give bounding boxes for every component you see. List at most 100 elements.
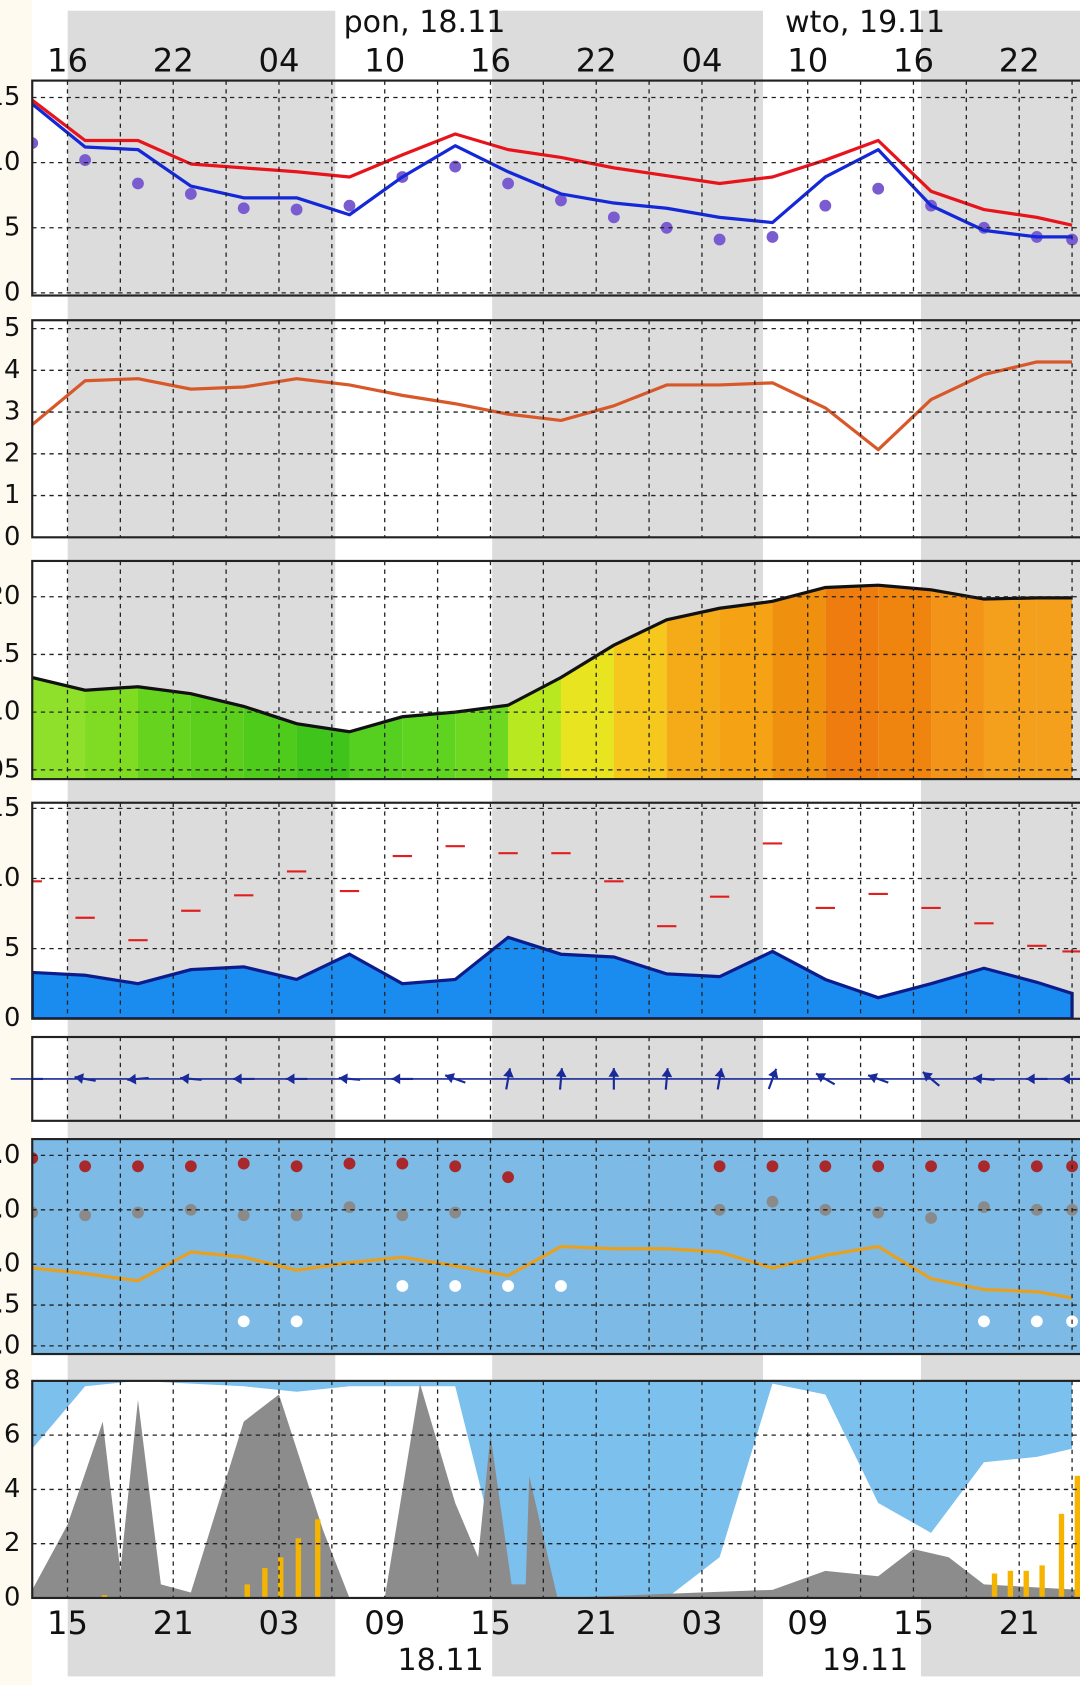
dot (502, 1171, 515, 1184)
area-segment (85, 686, 138, 780)
dot (237, 1157, 250, 1170)
bottom-tick-label: 15 (470, 1604, 511, 1642)
y-tick-label: 2 (4, 1528, 20, 1558)
y-tick-label: 6 (4, 1420, 20, 1450)
dot (79, 1160, 92, 1173)
dot (237, 1209, 250, 1222)
line (32, 98, 1073, 227)
dot (184, 188, 197, 200)
y-tick-label: 4.0 (0, 1249, 20, 1279)
bar (991, 1573, 998, 1598)
dot (132, 177, 144, 190)
dot (766, 1160, 779, 1173)
date-label: wto, 19.11 (785, 5, 945, 40)
area-segment (983, 597, 1037, 780)
area-segment (772, 587, 826, 780)
y-tick-label: 8.0 (0, 1140, 20, 1170)
dot (449, 1160, 462, 1173)
area-segment (137, 686, 191, 780)
plot-area (32, 842, 1080, 1019)
area-segment (931, 589, 984, 780)
arrow-head (768, 1068, 779, 1079)
bar (244, 1584, 250, 1598)
plot-area (32, 98, 1078, 246)
top-tick-label: 22 (153, 41, 194, 79)
dot (343, 1157, 356, 1170)
top-tick-label: 22 (576, 41, 617, 79)
dot (132, 1160, 144, 1173)
y-tick-label: 1.0 (0, 1330, 20, 1360)
y-tick-label: 2.5 (0, 1290, 20, 1320)
dot (978, 1315, 990, 1328)
y-tick-label: 3 (4, 397, 20, 427)
arrow-head (555, 1068, 567, 1078)
dot (449, 1280, 462, 1292)
y-tick-label: 1005 (0, 754, 20, 784)
y-tick-label: 4 (4, 355, 20, 385)
y-tick-label: 15 (0, 793, 20, 823)
bottom-tick-label: 21 (153, 1604, 194, 1642)
y-tick-label: 1 (4, 480, 20, 510)
panel: 0 1 2 3 4 5 (4, 313, 1080, 552)
y-tick-label: 1010 (0, 697, 20, 727)
area-segment (613, 619, 667, 780)
date-label: pon, 18.11 (344, 5, 506, 40)
dot (555, 1280, 567, 1292)
panel-border (31, 801, 1080, 1020)
dot (79, 154, 92, 166)
area-segment (455, 705, 509, 780)
bottom-tick-label: 21 (576, 1604, 617, 1642)
bottom-tick-label: 03 (258, 1604, 299, 1642)
top-tick-label: 16 (47, 41, 88, 79)
dot (79, 1209, 92, 1222)
area-segment (190, 693, 244, 780)
panel-border (31, 1379, 1080, 1600)
dot (713, 1160, 726, 1173)
dot (396, 1209, 409, 1222)
y-tick-label: 10 (0, 147, 20, 177)
dot (925, 1212, 937, 1224)
dot (343, 199, 356, 212)
dot (555, 194, 567, 207)
dot (502, 177, 515, 190)
dot (819, 199, 832, 212)
area-segment (508, 677, 561, 780)
line (32, 1244, 1073, 1300)
arrow-head (714, 1068, 726, 1078)
bar (262, 1568, 268, 1598)
dot (978, 1201, 990, 1214)
bar (1058, 1513, 1065, 1598)
top-tick-label: 16 (893, 41, 934, 79)
dot (396, 1280, 409, 1292)
dot (1030, 1315, 1043, 1328)
dot (713, 233, 726, 246)
bottom-tick-label: 21 (999, 1604, 1040, 1642)
dot (872, 1160, 885, 1173)
dot (237, 202, 250, 215)
arrow-head (816, 1073, 827, 1083)
y-tick-label: 0 (4, 1003, 20, 1033)
dot (925, 1160, 937, 1173)
dot (766, 1195, 779, 1208)
bar (295, 1538, 302, 1598)
dot (449, 1206, 462, 1219)
area-segment (560, 645, 614, 780)
y-tick-label: 5 (4, 313, 20, 343)
panel: 0 2 4 6 8 (4, 1365, 1080, 1612)
y-tick-label: 10 (0, 863, 20, 893)
dot (132, 1206, 144, 1219)
panel-border (31, 1138, 1080, 1356)
dot (607, 211, 620, 224)
dot (819, 1160, 832, 1173)
panel-border (31, 559, 1080, 781)
dot (290, 203, 303, 216)
y-tick-label: 0 (4, 522, 20, 552)
bottom-tick-label: 03 (681, 1604, 722, 1642)
arrow-head (661, 1068, 673, 1078)
arrow-head (608, 1068, 620, 1077)
area-segment (825, 585, 879, 780)
panel: 0 5 10 15 (0, 79, 1080, 307)
top-tick-label: 10 (787, 41, 828, 79)
y-tick-label: 15 (0, 82, 20, 112)
